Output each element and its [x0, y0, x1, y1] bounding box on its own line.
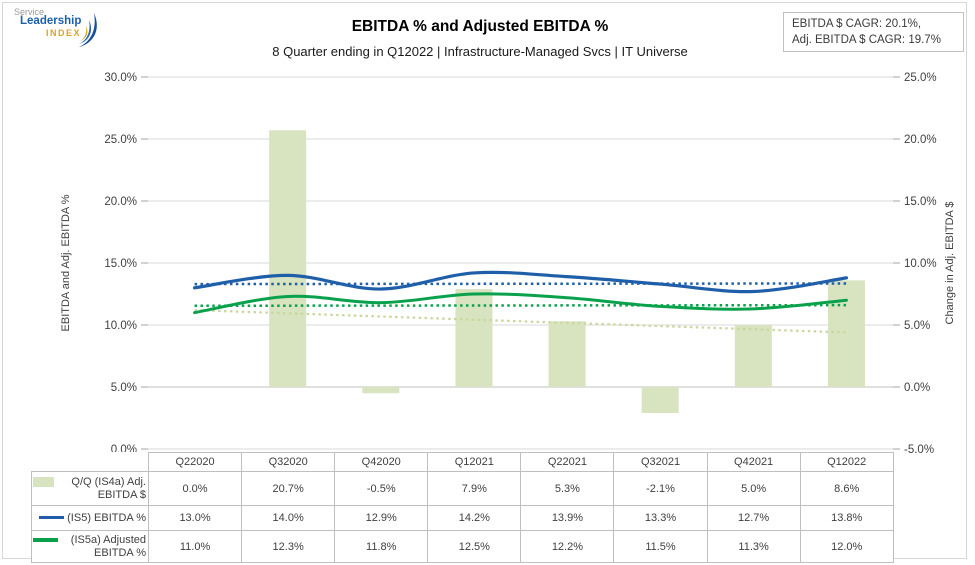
trendline-adj-ebitda-pct-reference — [194, 303, 847, 308]
cagr-callout-box: EBITDA $ CAGR: 20.1%, Adj. EBITDA $ CAGR… — [783, 12, 964, 52]
table-cell: 13.3% — [613, 505, 708, 531]
right-axis-tick-label: -5.0% — [904, 444, 934, 456]
table-cell: 12.3% — [241, 530, 336, 563]
line-adj-ebitda-pct — [193, 292, 848, 315]
bar-qoq-adj-ebitda — [548, 321, 586, 387]
table-cell: 5.3% — [520, 471, 615, 506]
line-ebitda-pct — [192, 270, 849, 294]
column-header-Q32021: Q32021 — [613, 452, 708, 472]
table-cell: -0.5% — [334, 471, 429, 506]
right-axis-tick-label: 25.0% — [904, 72, 937, 84]
service-leadership-logo: Service Leadership INDEX — [12, 5, 104, 49]
legend-row-qoq-adj-ebitda-dollar: Q/Q (IS4a) Adj. EBITDA $ — [31, 471, 149, 506]
data-table: Q22020 Q32020 Q42020 Q12021 Q22021 Q32021 Q420… — [31, 452, 894, 563]
line-swatch-icon — [39, 515, 65, 520]
table-cell: 7.9% — [427, 471, 522, 506]
legend-label: Q/Q (IS4a) Adj. EBITDA $ — [71, 476, 146, 501]
table-cell: 13.0% — [147, 505, 243, 531]
table-cell: 11.8% — [334, 530, 429, 563]
table-cell: 13.8% — [799, 505, 894, 531]
bar-qoq-adj-ebitda — [362, 387, 400, 394]
bar-qoq-adj-ebitda — [734, 325, 772, 387]
left-axis-tick-label: 5.0% — [111, 382, 137, 394]
table-corner — [32, 453, 149, 472]
table-cell: 8.6% — [799, 471, 894, 506]
column-header-Q42020: Q42020 — [334, 452, 429, 472]
table-cell: 20.7% — [241, 471, 336, 506]
column-header-Q32020: Q32020 — [241, 452, 336, 472]
table-cell: 13.9% — [520, 505, 615, 531]
line-swatch-icon — [33, 538, 58, 542]
table-cell: -2.1% — [613, 471, 708, 506]
chart-plot: 30.0% 25.0% 25.0% 20.0% 20.0% 15.0% 15.0% 10.0%… — [104, 72, 937, 456]
legend-row-adj-ebitda-pct: (IS5a) Adjusted EBITDA % — [31, 530, 149, 563]
row-ebitda-pct: (IS5) EBITDA % 13.0% 14.0% 12.9% 14.2% 13.9% 1… — [31, 505, 894, 531]
left-axis-tick-label: 15.0% — [104, 258, 137, 270]
table-cell: 14.2% — [427, 505, 522, 531]
right-axis-tick-label: 20.0% — [904, 134, 937, 146]
cagr-line2: Adj. EBITDA $ CAGR: 19.7% — [792, 33, 941, 46]
bar-qoq-adj-ebitda — [455, 289, 493, 387]
table-cell: 14.0% — [241, 505, 336, 531]
left-axis-tick-label: 10.0% — [104, 320, 137, 332]
chart-subtitle: 8 Quarter ending in Q12022 | Infrastruct… — [272, 44, 688, 59]
cagr-line1: EBITDA $ CAGR: 20.1%, — [792, 18, 922, 30]
left-axis-tick-label: 20.0% — [104, 196, 137, 208]
table-cell: 0.0% — [147, 471, 243, 506]
table-cell: 12.7% — [706, 505, 801, 531]
table-cell: 11.3% — [706, 530, 801, 563]
right-axis-tick-label: 15.0% — [904, 196, 937, 208]
column-header-Q22020: Q22020 — [147, 452, 243, 472]
bar-qoq-adj-ebitda — [641, 387, 679, 414]
table-cell: 12.5% — [427, 530, 522, 563]
table-cell: 12.2% — [520, 530, 615, 563]
table-cell: 12.9% — [334, 505, 429, 531]
trendline-ebitda-pct-reference — [194, 282, 847, 286]
logo-index-text: INDEX — [46, 28, 82, 38]
chart-title: EBITDA % and Adjusted EBITDA % — [351, 18, 609, 35]
left-axis-tick-label: 30.0% — [104, 72, 137, 84]
column-header-Q12022: Q12022 — [799, 452, 894, 472]
legend-label: (IS5) EBITDA % — [67, 511, 146, 524]
table-cell: 11.5% — [613, 530, 708, 563]
right-axis-tick-label: 5.0% — [904, 320, 930, 332]
logo-swoosh-icon — [79, 13, 97, 47]
logo-service-text: Service — [14, 7, 45, 17]
column-header-Q12021: Q12021 — [427, 452, 522, 472]
logo-leadership-text: Leadership — [20, 15, 82, 27]
row-qoq-adj-ebitda-dollar: Q/Q (IS4a) Adj. EBITDA $0.0% 20.7% -0.5% 7.… — [31, 471, 894, 506]
right-axis-tick-label: 10.0% — [904, 258, 937, 270]
column-header-Q22021: Q22021 — [520, 452, 615, 472]
bar-swatch-icon — [33, 477, 54, 487]
left-axis-tick-label: 25.0% — [104, 134, 137, 146]
row-adj-ebitda-pct: (IS5a) Adjusted EBITDA % 11.0% 12.3% 11.8% 1… — [31, 530, 894, 563]
trendline-adj-ebitda-dollar-trend — [194, 309, 847, 334]
table-cell: 12.0% — [799, 530, 894, 563]
bar-qoq-adj-ebitda — [827, 280, 865, 387]
legend-row-ebitda-pct: (IS5) EBITDA % — [31, 505, 149, 531]
bar-qoq-adj-ebitda — [269, 130, 307, 387]
legend-label: (IS5a) Adjusted EBITDA % — [70, 534, 146, 559]
table-cell: 5.0% — [706, 471, 801, 506]
table-cell: 11.0% — [147, 530, 243, 563]
column-header-Q42021: Q42021 — [706, 452, 801, 472]
right-axis-tick-label: 0.0% — [904, 382, 930, 394]
